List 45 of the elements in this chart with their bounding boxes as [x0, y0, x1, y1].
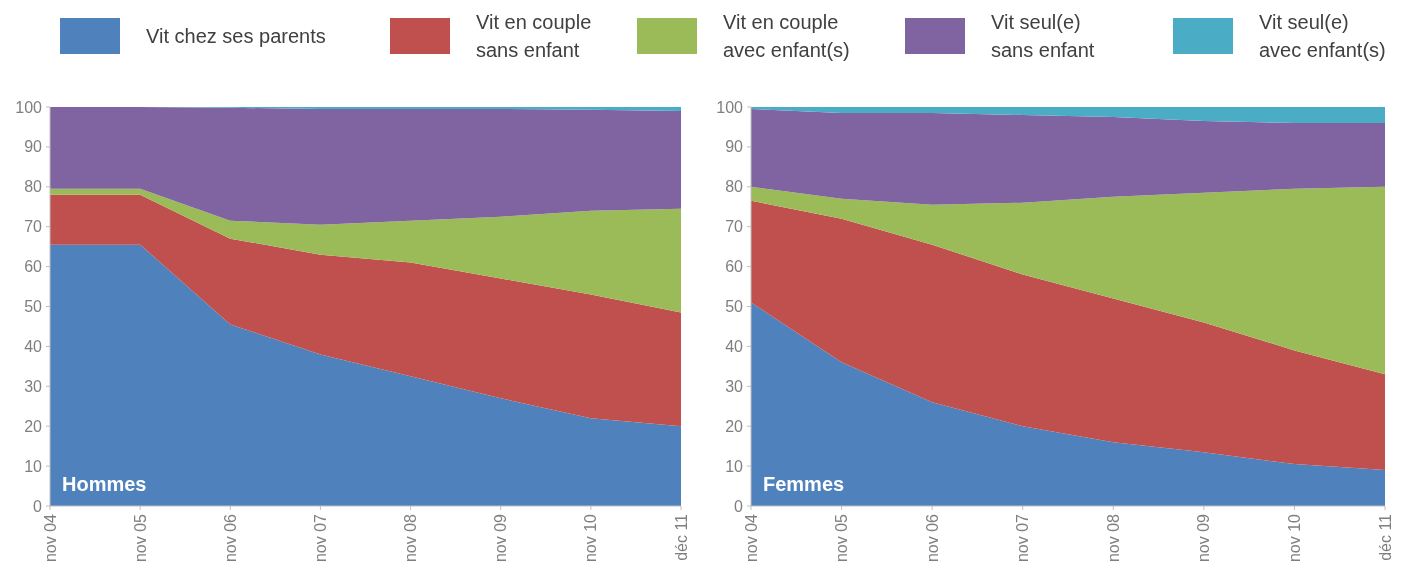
y-tick-label: 70: [725, 218, 744, 236]
y-tick-label: 0: [734, 497, 744, 515]
y-tick-label: 30: [725, 377, 744, 395]
x-tick-label: nov 04: [742, 513, 760, 563]
text: Hommes: [62, 473, 147, 495]
y-tick-label: 90: [725, 138, 744, 156]
x-tick-label: nov 09: [1195, 513, 1213, 563]
x-tick-label: nov 08: [402, 513, 420, 563]
y-tick-label: 30: [24, 377, 43, 395]
x-tick-label: nov 05: [833, 513, 851, 563]
x-tick-label: nov 07: [1014, 513, 1032, 563]
x-tick-label: nov 08: [1104, 513, 1122, 563]
y-tick-label: 100: [15, 98, 43, 116]
y-tick-label: 70: [24, 218, 43, 236]
y-tick-label: 80: [725, 178, 744, 196]
y-tick-label: 80: [24, 178, 43, 196]
y-tick-label: 40: [725, 337, 744, 355]
x-tick-label: nov 10: [1285, 513, 1303, 563]
legend-label: Vit seul(e) avec enfant(s): [1259, 11, 1386, 61]
x-tick-label: nov 04: [41, 513, 59, 563]
x-tick-label: nov 07: [311, 513, 329, 563]
legend-label: Vit en couple sans enfant: [476, 11, 592, 61]
y-tick-label: 20: [725, 417, 744, 435]
text: Femmes: [763, 473, 845, 495]
x-tick-label: nov 09: [492, 513, 510, 563]
y-tick-label: 50: [725, 298, 744, 315]
x-tick-label: nov 10: [582, 513, 600, 563]
x-tick-label: nov 05: [131, 513, 149, 563]
x-tick-label: déc 11: [1376, 513, 1394, 561]
y-tick-label: 90: [24, 138, 43, 156]
y-tick-label: 100: [716, 98, 744, 116]
x-tick-label: nov 06: [923, 513, 941, 563]
x-tick-label: nov 06: [221, 513, 239, 563]
y-tick-label: 40: [24, 337, 43, 355]
legend-label: Vit chez ses parents: [146, 25, 326, 47]
y-tick-label: 60: [725, 258, 744, 276]
x-tick-label: déc 11: [672, 513, 690, 561]
y-tick-label: 10: [725, 457, 744, 475]
legend-label: Vit seul(e) sans enfant: [991, 11, 1095, 61]
y-tick-label: 10: [24, 457, 43, 475]
y-tick-label: 50: [24, 298, 43, 315]
legend-label: Vit en couple avec enfant(s): [723, 11, 850, 61]
y-tick-label: 20: [24, 417, 43, 435]
y-tick-label: 60: [24, 258, 43, 276]
y-tick-label: 0: [33, 497, 43, 515]
